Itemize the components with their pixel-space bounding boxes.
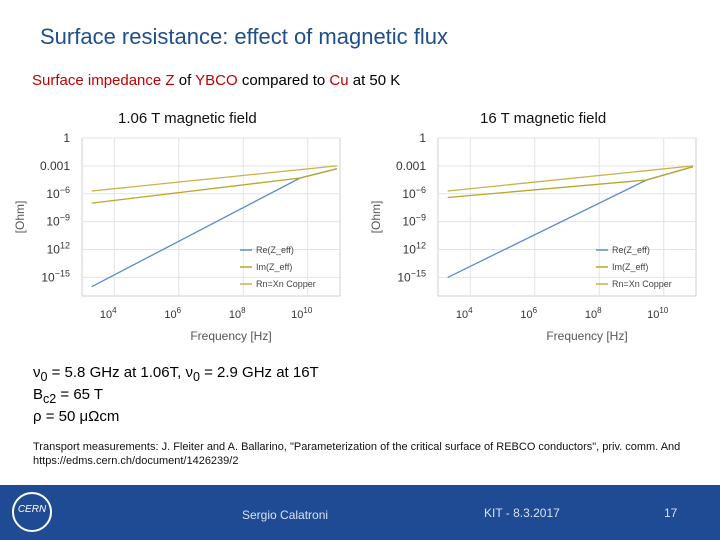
slide-title: Surface resistance: effect of magnetic f…	[40, 24, 449, 49]
legend-label: Rn=Xn Copper	[612, 279, 672, 289]
subtitle-part: of	[174, 72, 196, 89]
slide-subtitle: Surface impedance Z of YBCO compared to …	[32, 72, 400, 89]
legend-label: Re(Z_eff)	[256, 245, 294, 255]
nu-sub: 0	[40, 370, 48, 384]
x-tick-label: 104	[456, 306, 473, 321]
page-number: 17	[664, 506, 678, 520]
series-line	[447, 165, 693, 192]
cern-logo-icon	[12, 492, 52, 532]
subtitle-part: compared to	[237, 72, 330, 89]
x-tick-label: 106	[164, 306, 181, 321]
references: Transport measurements: J. Fleiter and A…	[33, 441, 681, 467]
series-line	[447, 166, 694, 199]
nu-sub: 0	[192, 370, 200, 384]
y-tick-label: 10−15	[41, 268, 70, 284]
chart-2: 104 106 108 1010 1 0.001 10−6 10−9 1012 10−15 Freq…	[369, 131, 697, 343]
chart-1: 104 106 108 1010 1 0.001 10−6 10−9 1012 10−15 Freq…	[13, 131, 341, 343]
chart-title-1: 1.06 T magnetic field	[118, 110, 257, 127]
x-tick-label: 106	[520, 306, 537, 321]
y-tick-label: 10−9	[46, 213, 70, 229]
subtitle-part: Surface impedance Z	[32, 72, 175, 89]
subtitle-part: at 50 K	[348, 72, 401, 89]
x-tick-label: 1010	[291, 306, 313, 321]
nu-text: = 5.8 GHz at 1.06T,	[47, 364, 186, 381]
legend-label: Im(Z_eff)	[612, 262, 648, 272]
legend-label: Re(Z_eff)	[612, 245, 650, 255]
y-tick-label: 1	[419, 131, 426, 145]
y-tick-label: 10−15	[397, 268, 426, 284]
bc2-text: = 65 T	[56, 386, 104, 403]
footer-bar	[0, 485, 720, 540]
y-tick-label: 1012	[47, 241, 70, 257]
x-tick-label: 108	[229, 306, 246, 321]
cern-logo-text: CERN	[17, 504, 47, 515]
legend-label: Rn=Xn Copper	[256, 279, 316, 289]
subtitle-part: YBCO	[195, 72, 238, 89]
y-tick-label: 0.001	[396, 159, 426, 173]
y-axis-label: [Ohm]	[369, 201, 383, 234]
y-tick-label: 10−9	[402, 213, 426, 229]
y-tick-label: 0.001	[40, 159, 70, 173]
y-tick-label: 1012	[403, 241, 426, 257]
bc2-symbol: B	[33, 386, 44, 403]
x-axis-label: Frequency [Hz]	[546, 329, 627, 343]
series-line	[91, 168, 338, 288]
nu-symbol: ν	[185, 364, 193, 381]
y-tick-label: 10−6	[46, 185, 70, 201]
y-tick-label: 10−6	[402, 185, 426, 201]
bc2-sub: c2	[43, 392, 57, 406]
x-tick-label: 104	[100, 306, 117, 321]
y-tick-label: 1	[63, 131, 70, 145]
x-tick-label: 108	[585, 306, 602, 321]
y-axis-label: [Ohm]	[13, 201, 27, 234]
x-axis-label: Frequency [Hz]	[190, 329, 271, 343]
param-nu0: ν0 = 5.8 GHz at 1.06T, ν0 = 2.9 GHz at 1…	[33, 364, 319, 384]
chart-title-2: 16 T magnetic field	[480, 110, 607, 127]
x-tick-label: 1010	[647, 306, 669, 321]
param-rho: ρ = 50 μΩcm	[33, 408, 120, 425]
plot-frame	[437, 137, 697, 297]
nu-symbol: ν	[33, 364, 41, 381]
subtitle-part: Cu	[329, 72, 349, 89]
series-line	[91, 165, 337, 192]
series-line	[91, 168, 338, 204]
legend-label: Im(Z_eff)	[256, 262, 292, 272]
footer-event: KIT - 8.3.2017	[484, 506, 560, 520]
nu-text: = 2.9 GHz at 16T	[199, 364, 319, 381]
param-bc2: Bc2 = 65 T	[33, 386, 103, 406]
footer-author: Sergio Calatroni	[242, 508, 329, 522]
